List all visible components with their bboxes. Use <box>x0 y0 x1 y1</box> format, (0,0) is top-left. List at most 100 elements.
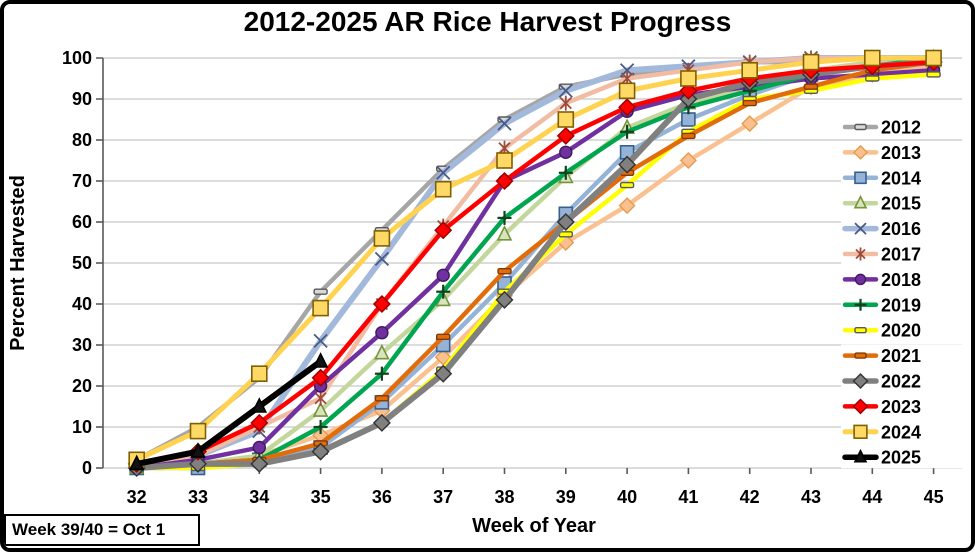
x-tick-label: 35 <box>311 487 331 507</box>
series-line-2023 <box>134 59 936 467</box>
x-tick-label: 38 <box>494 487 514 507</box>
marker-dash <box>854 327 867 334</box>
legend-label-2014: 2014 <box>881 168 921 188</box>
marker-diamond <box>618 197 636 215</box>
x-tick-label: 42 <box>740 487 760 507</box>
legend-item-bg <box>841 116 965 138</box>
x-axis-label: Week of Year <box>472 515 596 537</box>
marker-triangle <box>128 454 145 471</box>
marker-square <box>802 53 820 71</box>
marker-dash <box>436 333 451 340</box>
marker-diamond <box>556 213 575 231</box>
legend-item-bg <box>841 192 965 215</box>
marker-dash <box>854 123 867 131</box>
marker-diamond <box>852 144 869 160</box>
marker-triangle <box>853 448 868 463</box>
marker-x <box>558 83 573 98</box>
legend-item-bg <box>841 446 965 469</box>
chart-svg: 0 10 20 30 40 50 60 70 80 90 100 32 33 34 35 36 37 38 39 40… <box>62 48 965 507</box>
y-tick-label: 100 <box>62 48 92 68</box>
marker-diamond <box>679 152 697 169</box>
legend-item-bg <box>841 243 965 265</box>
legend-item-bg <box>841 420 965 443</box>
marker-diamond <box>495 290 514 309</box>
marker-diamond <box>311 442 330 461</box>
legend-item-bg <box>841 344 965 367</box>
annotation-box: Week 39/40 = Oct 1 <box>4 514 200 546</box>
marker-square <box>373 230 391 247</box>
marker-diamond <box>250 454 269 473</box>
marker-square <box>434 180 452 198</box>
x-tick-label: 41 <box>678 487 698 507</box>
legend-label-2021: 2021 <box>881 346 921 366</box>
marker-triangle <box>251 397 268 413</box>
legend-label-2025: 2025 <box>881 448 921 468</box>
legend-label-2024: 2024 <box>881 422 921 442</box>
x-tick-label: 37 <box>433 487 453 507</box>
x-tick-label: 39 <box>556 487 576 507</box>
legend-item-bg <box>841 370 965 392</box>
legend-item-bg <box>841 217 965 240</box>
legend-label-2018: 2018 <box>881 270 921 290</box>
marker-circle <box>559 145 573 160</box>
x-tick-label: 45 <box>924 487 944 507</box>
marker-diamond <box>250 413 269 432</box>
legend-item-bg <box>841 166 965 189</box>
legend-label-2017: 2017 <box>881 245 921 265</box>
chart-title: 2012-2025 AR Rice Harvest Progress <box>243 6 732 37</box>
marker-triangle <box>312 401 329 417</box>
marker-dash <box>497 268 512 275</box>
marker-square <box>680 70 697 87</box>
x-tick-label: 43 <box>801 487 821 507</box>
marker-x <box>313 333 328 349</box>
x-tick-label: 44 <box>862 487 882 507</box>
marker-dash <box>313 288 328 295</box>
legend-label-2016: 2016 <box>881 219 921 239</box>
marker-diamond <box>311 368 330 387</box>
series-line-2025 <box>133 358 324 467</box>
y-tick-label: 50 <box>72 253 92 273</box>
x-tick-label: 32 <box>127 487 147 507</box>
series-line-2024 <box>134 55 937 463</box>
marker-diamond <box>189 454 207 473</box>
marker-triangle <box>312 352 329 368</box>
legend-item-bg <box>841 293 965 316</box>
marker-square <box>496 152 513 169</box>
x-tick-label: 40 <box>617 487 637 507</box>
marker-x <box>436 165 451 180</box>
marker-diamond <box>495 172 514 190</box>
marker-diamond <box>618 155 637 174</box>
marker-diamond <box>372 295 391 313</box>
y-tick-label: 60 <box>72 212 92 232</box>
legend-item-bg <box>841 319 965 342</box>
marker-square <box>854 171 867 185</box>
legend-label-2022: 2022 <box>881 372 921 392</box>
x-tick-label: 36 <box>372 487 392 507</box>
marker-dash <box>681 132 696 140</box>
marker-dash <box>926 71 941 78</box>
marker-dash <box>865 75 880 82</box>
y-axis-label: Percent Harvested <box>7 175 29 351</box>
y-tick-label: 0 <box>82 458 92 478</box>
marker-square <box>681 112 696 127</box>
marker-diamond <box>434 221 453 240</box>
marker-diamond <box>434 364 453 383</box>
legend-label-2019: 2019 <box>881 295 921 315</box>
marker-dash <box>803 83 819 90</box>
series-line-2022 <box>133 59 937 471</box>
marker-square <box>863 49 881 67</box>
y-tick-label: 90 <box>72 89 92 109</box>
marker-diamond <box>852 398 869 415</box>
marker-x <box>854 222 867 235</box>
marker-circle <box>854 273 867 286</box>
marker-square <box>618 82 636 100</box>
series-line-2017 <box>134 55 936 467</box>
marker-dash <box>854 352 867 359</box>
marker-square <box>741 61 759 79</box>
y-tick-label: 70 <box>72 171 92 191</box>
marker-triangle <box>496 225 513 241</box>
marker-square <box>925 49 942 67</box>
y-tick-label: 20 <box>72 376 92 396</box>
marker-triangle <box>374 343 390 360</box>
